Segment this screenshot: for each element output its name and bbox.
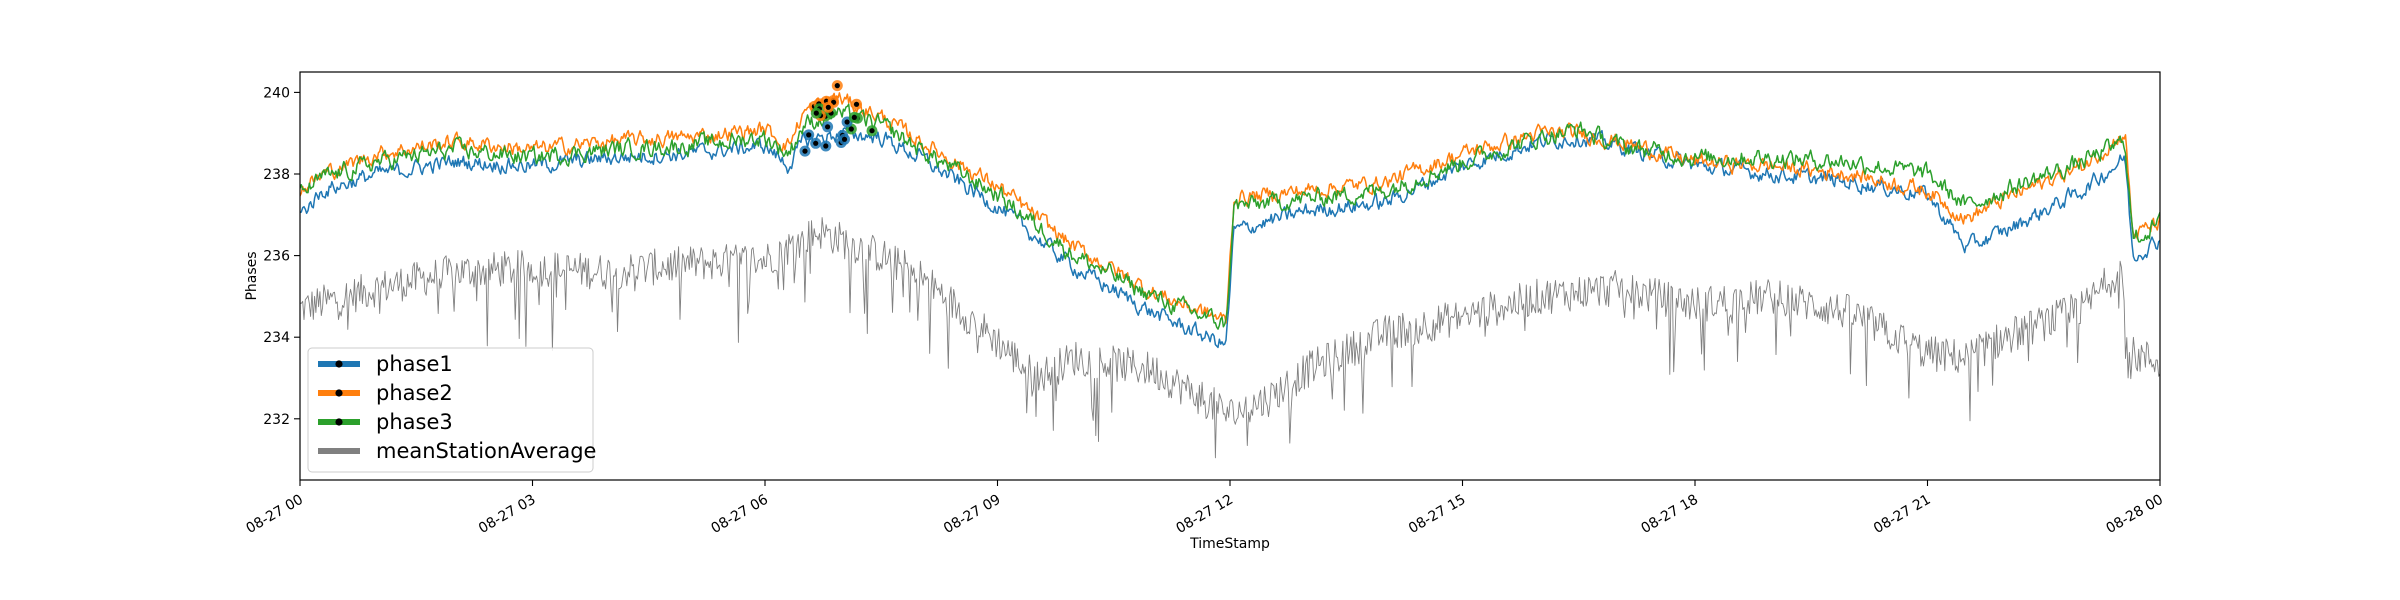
x-tick-label: 08-27 21 bbox=[1871, 492, 1934, 537]
series-line-phase2 bbox=[300, 92, 2160, 324]
series-line-phase3 bbox=[300, 103, 2160, 330]
y-tick-label: 238 bbox=[263, 167, 290, 183]
x-tick-label: 08-27 00 bbox=[243, 492, 306, 537]
y-tick-label: 234 bbox=[263, 330, 290, 346]
legend-marker-phase2 bbox=[335, 389, 343, 397]
legend-label-meanStationAverage: meanStationAverage bbox=[376, 439, 596, 463]
legend-marker-phase1 bbox=[335, 360, 343, 368]
marker-point-phase3 bbox=[851, 114, 857, 120]
x-tick-label: 08-27 15 bbox=[1406, 492, 1469, 537]
marker-point-phase3 bbox=[848, 126, 854, 132]
marker-point-phase1 bbox=[844, 119, 850, 125]
y-tick-label: 240 bbox=[263, 85, 290, 101]
marker-point-phase2 bbox=[834, 83, 840, 89]
marker-layer bbox=[799, 80, 878, 157]
marker-point-phase3 bbox=[813, 110, 819, 116]
x-tick-label: 08-27 06 bbox=[708, 492, 771, 537]
marker-point-phase2 bbox=[825, 104, 831, 110]
y-tick-label: 232 bbox=[263, 412, 290, 428]
x-tick-label: 08-27 09 bbox=[941, 492, 1004, 537]
legend-label-phase2: phase2 bbox=[376, 381, 453, 405]
marker-point-phase1 bbox=[841, 136, 848, 142]
marker-point-phase1 bbox=[802, 148, 808, 154]
marker-point-phase3 bbox=[869, 128, 875, 134]
x-tick-label: 08-28 00 bbox=[2103, 492, 2166, 537]
series-line-meanStationAverage bbox=[300, 217, 2160, 459]
x-tick-label: 08-27 12 bbox=[1173, 492, 1236, 537]
legend-label-phase1: phase1 bbox=[376, 352, 453, 376]
legend-label-phase3: phase3 bbox=[376, 410, 453, 434]
y-axis-label: Phases bbox=[244, 251, 260, 300]
series-line-phase1 bbox=[300, 124, 2160, 349]
legend: phase1 phase2 phase3 meanStationAverage bbox=[307, 347, 596, 473]
y-axis: 232 234 236 238 240 bbox=[263, 85, 300, 428]
x-tick-label: 08-27 18 bbox=[1638, 492, 1701, 537]
legend-marker-phase3 bbox=[335, 418, 343, 426]
x-axis: 08-27 00 08-27 03 08-27 06 08-27 09 08-27 12… bbox=[243, 480, 2166, 537]
marker-point-phase1 bbox=[806, 132, 812, 138]
marker-point-phase2 bbox=[853, 101, 860, 107]
marker-point-phase1 bbox=[825, 124, 831, 130]
x-axis-label: TimeStamp bbox=[1189, 536, 1270, 552]
marker-point-phase1 bbox=[823, 143, 829, 149]
series-layer bbox=[300, 92, 2160, 459]
marker-point-phase1 bbox=[813, 140, 819, 146]
x-tick-label: 08-27 03 bbox=[476, 492, 539, 537]
legend-box bbox=[307, 347, 594, 473]
y-tick-label: 236 bbox=[263, 249, 290, 265]
